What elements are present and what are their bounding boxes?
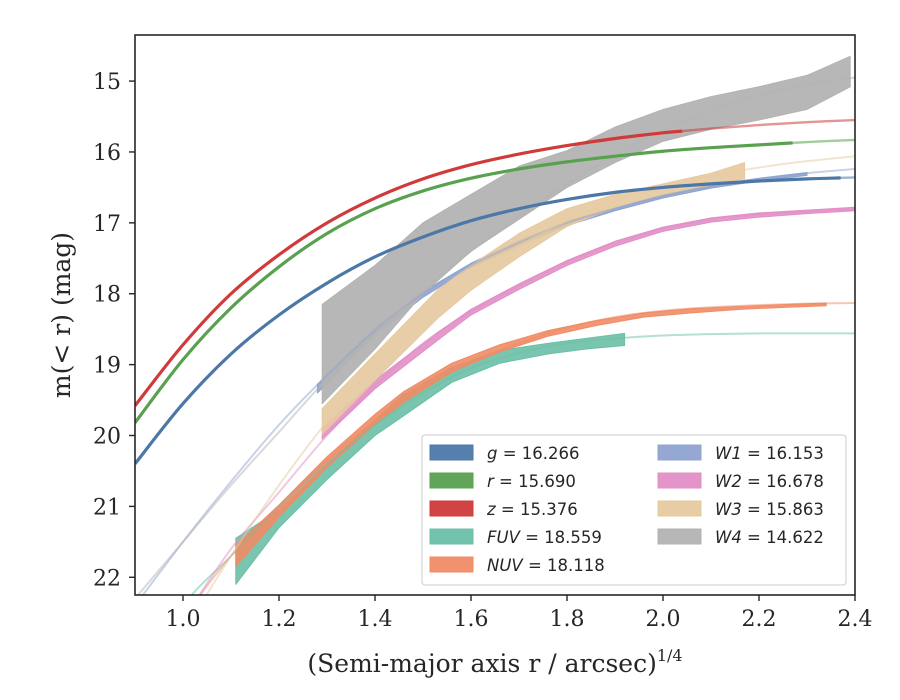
legend-swatch-r (429, 472, 474, 489)
legend-swatch-nuv (429, 556, 474, 573)
x-tick-label: 1.0 (166, 607, 201, 632)
legend-label-w1: W1 = 16.153 (715, 444, 824, 463)
legend-swatch-w3 (657, 500, 702, 517)
legend-swatch-w1 (657, 444, 702, 461)
y-tick-label: 15 (93, 70, 121, 95)
legend-label-nuv: NUV = 18.118 (487, 556, 605, 575)
x-tick-label: 1.6 (454, 607, 489, 632)
x-tick-label: 1.4 (358, 607, 393, 632)
band-w3 (321, 162, 746, 435)
legend-label-g: g = 16.266 (487, 444, 580, 463)
curve-w2 (198, 208, 855, 595)
legend-swatch-z (429, 500, 474, 517)
y-axis-label: m(< r) (mag) (47, 232, 76, 398)
legend-swatch-fuv (429, 528, 474, 545)
legend-label-w4: W4 = 14.622 (715, 528, 824, 547)
legend-label-fuv: FUV = 18.559 (487, 528, 602, 547)
curve-w4 (136, 76, 855, 595)
legend-item-w4: W4 = 14.622 (657, 528, 824, 547)
y-axis-ticks: 15 16 17 18 19 20 21 22 (93, 70, 135, 591)
legend-item-w1: W1 = 16.153 (657, 444, 824, 463)
curve-nuv (198, 301, 855, 595)
measured-z (135, 129, 683, 407)
x-axis-label: (Semi-major axis r / arcsec)1/4 (307, 646, 682, 678)
measured-r (135, 141, 793, 424)
legend-item-w2: W2 = 16.678 (657, 472, 824, 491)
legend-swatch-w2 (657, 472, 702, 489)
legend: g = 16.266 r = 15.690 z = 15.376 FUV = 18.5… (421, 434, 847, 586)
y-tick-label: 20 (93, 425, 121, 450)
legend-label-r: r = 15.690 (487, 472, 576, 491)
y-tick-label: 22 (93, 566, 121, 591)
y-tick-label: 18 (93, 283, 121, 308)
band-nuv (235, 302, 827, 568)
legend-label-w2: W2 = 16.678 (715, 472, 824, 491)
legend-label-w3: W3 = 15.863 (715, 500, 824, 519)
legend-item-nuv: NUV = 18.118 (429, 556, 605, 575)
legend-swatch-g (429, 444, 474, 461)
y-tick-label: 19 (93, 354, 121, 379)
legend-item-z: z = 15.376 (429, 500, 578, 519)
legend-label-z: z = 15.376 (486, 500, 578, 519)
legend-swatch-w4 (657, 528, 702, 545)
y-tick-label: 17 (93, 212, 121, 237)
x-tick-label: 2.2 (742, 607, 777, 632)
legend-item-g: g = 16.266 (429, 444, 580, 463)
measured-g (135, 176, 841, 465)
curve-w3 (205, 155, 855, 595)
legend-item-fuv: FUV = 18.559 (429, 528, 602, 547)
x-tick-label: 2.0 (646, 607, 681, 632)
x-tick-label: 2.4 (838, 607, 873, 632)
x-axis-ticks: 1.0 1.2 1.4 1.6 1.8 2.0 2.2 2.4 (166, 595, 873, 632)
measured-layer (135, 129, 841, 465)
x-tick-label: 1.8 (550, 607, 585, 632)
y-tick-label: 21 (93, 495, 121, 520)
y-tick-label: 16 (93, 141, 121, 166)
plot-frame (134, 34, 856, 596)
x-tick-label: 1.2 (262, 607, 297, 632)
legend-item-r: r = 15.690 (429, 472, 576, 491)
legend-item-w3: W3 = 15.863 (657, 500, 824, 519)
legend-frame (421, 434, 847, 586)
